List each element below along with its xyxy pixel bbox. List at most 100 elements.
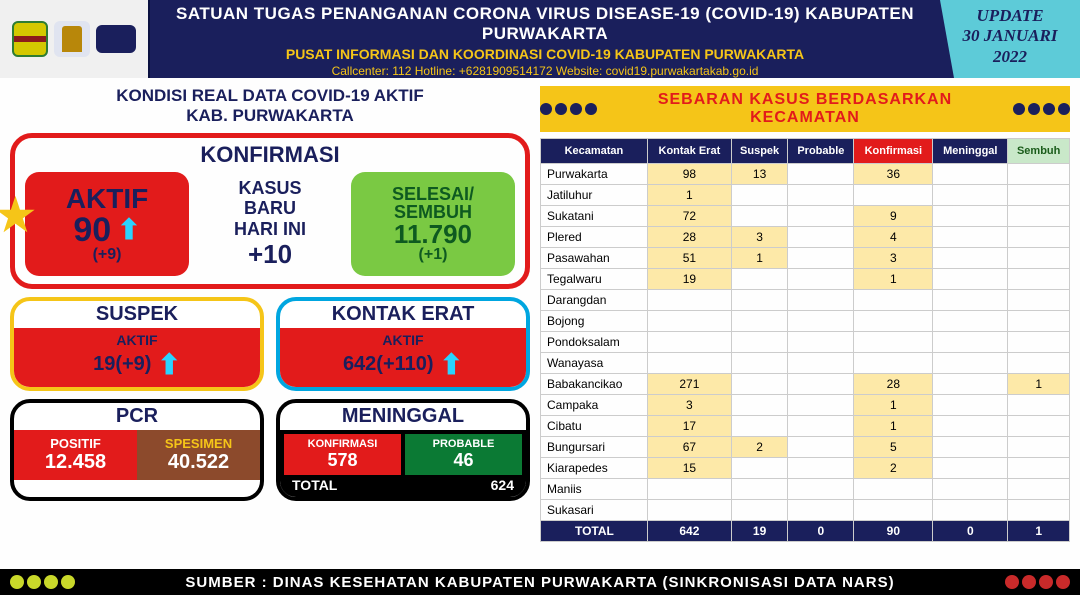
left-title: KONDISI REAL DATA COVID-19 AKTIF KAB. PU… <box>10 86 530 127</box>
table-cell: Tegalwaru <box>541 269 648 290</box>
table-cell <box>731 185 787 206</box>
table-cell <box>933 206 1008 227</box>
table-cell <box>788 374 854 395</box>
aktif-label: AKTIF <box>66 185 148 213</box>
men-p-value: 46 <box>409 450 518 471</box>
sembuh-l1: SELESAI/ <box>392 185 474 203</box>
table-cell: 2 <box>854 458 933 479</box>
update-year: 2022 <box>944 47 1076 67</box>
table-cell: TOTAL <box>541 521 648 542</box>
table-cell <box>788 269 854 290</box>
right-title-bar: SEBARAN KASUS BERDASARKAN KECAMATAN <box>540 86 1070 132</box>
table-cell <box>647 500 731 521</box>
table-cell <box>788 395 854 416</box>
table-cell <box>647 479 731 500</box>
table-cell: 98 <box>647 164 731 185</box>
table-cell: 1 <box>1008 521 1070 542</box>
table-cell: Sukatani <box>541 206 648 227</box>
table-cell: Kiarapedes <box>541 458 648 479</box>
header-subtitle: PUSAT INFORMASI DAN KOORDINASI COVID-19 … <box>160 46 930 62</box>
table-row: Darangdan <box>541 290 1070 311</box>
table-cell <box>854 185 933 206</box>
table-cell <box>788 500 854 521</box>
table-total-row: TOTAL6421909001 <box>541 521 1070 542</box>
table-cell <box>788 479 854 500</box>
table-cell <box>1008 479 1070 500</box>
table-cell: Sukasari <box>541 500 648 521</box>
table-header: Probable <box>788 139 854 164</box>
meninggal-title: MENINGGAL <box>280 403 526 430</box>
dots-icon <box>1013 103 1070 115</box>
table-cell: 67 <box>647 437 731 458</box>
table-row: Pasawahan5113 <box>541 248 1070 269</box>
table-cell: Jatiluhur <box>541 185 648 206</box>
table-header: Kecamatan <box>541 139 648 164</box>
table-cell <box>933 248 1008 269</box>
sembuh-value: 11.790 <box>394 221 472 247</box>
left-title-line1: KONDISI REAL DATA COVID-19 AKTIF <box>10 86 530 106</box>
table-cell <box>933 395 1008 416</box>
table-cell <box>731 416 787 437</box>
table-cell <box>647 311 731 332</box>
table-row: Babakancikao271281 <box>541 374 1070 395</box>
table-cell <box>1008 458 1070 479</box>
pcr-positif: POSITIF 12.458 <box>14 430 137 480</box>
table-cell: 28 <box>854 374 933 395</box>
table-row: Sukasari <box>541 500 1070 521</box>
dots-yellow-icon <box>10 575 75 589</box>
pcr-spec-value: 40.522 <box>141 451 256 474</box>
table-header: Suspek <box>731 139 787 164</box>
table-row: Sukatani729 <box>541 206 1070 227</box>
table-cell <box>731 332 787 353</box>
table-cell: 19 <box>647 269 731 290</box>
table-cell: 72 <box>647 206 731 227</box>
aktif-box: AKTIF 90 ⬆ (+9) <box>25 172 189 276</box>
men-total-label: TOTAL <box>292 477 337 493</box>
table-cell: Babakancikao <box>541 374 648 395</box>
table-cell: Purwakarta <box>541 164 648 185</box>
meninggal-probable: PROBABLE 46 <box>405 434 522 475</box>
logo-section <box>0 0 150 78</box>
pcr-panel: PCR POSITIF 12.458 SPESIMEN 40.522 <box>10 399 264 501</box>
table-cell: Maniis <box>541 479 648 500</box>
table-cell <box>933 353 1008 374</box>
table-cell: Bungursari <box>541 437 648 458</box>
table-cell <box>1008 290 1070 311</box>
pcr-pos-value: 12.458 <box>18 451 133 474</box>
star-icon: ★ <box>0 186 38 244</box>
footer-text: SUMBER : DINAS KESEHATAN KABUPATEN PURWA… <box>185 574 894 591</box>
table-cell <box>788 332 854 353</box>
table-header: Sembuh <box>1008 139 1070 164</box>
table-cell <box>731 500 787 521</box>
header-title: SATUAN TUGAS PENANGANAN CORONA VIRUS DIS… <box>160 4 930 44</box>
table-row: Pondoksalam <box>541 332 1070 353</box>
table-cell <box>854 290 933 311</box>
table-row: Cibatu171 <box>541 416 1070 437</box>
table-row: Maniis <box>541 479 1070 500</box>
konfirmasi-title: KONFIRMASI <box>21 142 519 168</box>
logo-kabupaten-icon <box>12 21 48 57</box>
table-cell: 36 <box>854 164 933 185</box>
table-cell: 1 <box>731 248 787 269</box>
table-cell <box>854 332 933 353</box>
table-cell <box>731 206 787 227</box>
pcr-title: PCR <box>14 403 260 430</box>
table-cell: 1 <box>854 395 933 416</box>
left-panel: KONDISI REAL DATA COVID-19 AKTIF KAB. PU… <box>10 86 530 558</box>
men-k-label: KONFIRMASI <box>288 438 397 450</box>
table-cell: Pasawahan <box>541 248 648 269</box>
table-cell <box>788 227 854 248</box>
table-cell <box>731 479 787 500</box>
table-cell <box>854 479 933 500</box>
right-title: SEBARAN KASUS BERDASARKAN KECAMATAN <box>605 91 1005 127</box>
update-date: 30 JANUARI <box>944 26 1076 46</box>
sembuh-box: SELESAI/ SEMBUH 11.790 (+1) <box>351 172 515 276</box>
table-cell: 3 <box>854 248 933 269</box>
table-cell: Campaka <box>541 395 648 416</box>
header: SATUAN TUGAS PENANGANAN CORONA VIRUS DIS… <box>0 0 1080 78</box>
table-cell <box>933 416 1008 437</box>
table-cell <box>1008 269 1070 290</box>
footer: SUMBER : DINAS KESEHATAN KABUPATEN PURWA… <box>0 569 1080 595</box>
suspek-panel: SUSPEK AKTIF 19(+9)⬆ <box>10 297 264 391</box>
table-cell <box>933 269 1008 290</box>
